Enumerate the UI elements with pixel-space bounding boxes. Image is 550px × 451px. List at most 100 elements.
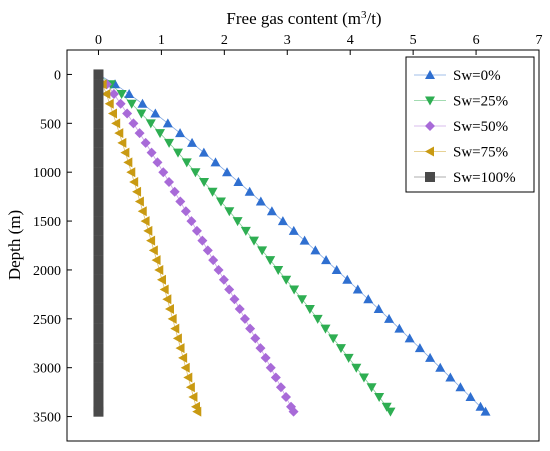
data-point bbox=[224, 207, 235, 217]
y-tick-label: 3000 bbox=[33, 362, 61, 377]
y-tick-label: 1000 bbox=[33, 166, 61, 181]
data-point bbox=[93, 108, 104, 119]
data-point bbox=[222, 167, 233, 177]
data-point bbox=[93, 382, 104, 393]
data-point bbox=[404, 333, 415, 343]
data-point bbox=[93, 157, 104, 168]
data-point bbox=[93, 196, 104, 207]
data-point bbox=[455, 382, 466, 392]
data-point bbox=[101, 88, 111, 99]
data-point bbox=[169, 186, 180, 197]
data-point bbox=[289, 285, 300, 295]
data-point bbox=[260, 352, 271, 363]
series-line bbox=[98, 74, 198, 412]
y-tick-label: 500 bbox=[40, 117, 61, 132]
data-point bbox=[343, 353, 354, 363]
series-4 bbox=[93, 69, 202, 417]
data-point bbox=[93, 313, 104, 324]
data-point bbox=[213, 264, 224, 275]
data-point bbox=[475, 401, 486, 411]
data-point bbox=[266, 206, 277, 216]
data-point bbox=[93, 352, 104, 363]
data-point bbox=[244, 186, 255, 196]
x-tick-label: 2 bbox=[221, 33, 228, 48]
data-point bbox=[224, 284, 235, 295]
data-point bbox=[385, 407, 396, 417]
data-point bbox=[297, 295, 308, 305]
data-point bbox=[93, 128, 104, 139]
data-point bbox=[164, 138, 175, 148]
data-point bbox=[197, 235, 208, 246]
data-point bbox=[93, 186, 104, 197]
series-line bbox=[98, 74, 391, 412]
data-point bbox=[198, 147, 209, 157]
data-point bbox=[229, 294, 240, 305]
data-point bbox=[93, 294, 104, 305]
data-point bbox=[210, 157, 221, 167]
x-tick-label: 6 bbox=[473, 33, 480, 48]
x-tick-label: 1 bbox=[158, 33, 165, 48]
data-point bbox=[115, 98, 126, 109]
data-point bbox=[394, 323, 405, 333]
data-point bbox=[192, 406, 202, 417]
data-point bbox=[117, 137, 127, 148]
y-tick-label: 2000 bbox=[33, 264, 61, 279]
legend-label: Sw=100% bbox=[453, 170, 516, 186]
data-point bbox=[240, 226, 251, 236]
data-point bbox=[270, 372, 281, 383]
data-point bbox=[145, 119, 156, 129]
data-point bbox=[134, 196, 144, 207]
data-point bbox=[312, 314, 323, 324]
data-point bbox=[207, 187, 218, 197]
data-point bbox=[111, 118, 121, 129]
data-point bbox=[180, 206, 191, 217]
data-point bbox=[154, 264, 164, 275]
data-point bbox=[331, 264, 342, 274]
x-axis: 0 1 2 3 4 5 6 7 bbox=[95, 33, 543, 55]
data-point bbox=[233, 176, 244, 186]
data-point bbox=[155, 129, 166, 139]
data-point bbox=[93, 98, 104, 109]
data-point bbox=[93, 406, 104, 417]
data-point bbox=[123, 157, 133, 168]
data-point bbox=[208, 255, 219, 266]
data-point bbox=[126, 99, 137, 109]
series-3 bbox=[93, 69, 299, 417]
data-point bbox=[321, 255, 332, 265]
data-point bbox=[172, 333, 182, 344]
series-1 bbox=[93, 69, 491, 416]
data-point bbox=[107, 108, 117, 119]
data-point bbox=[146, 147, 157, 158]
data-point bbox=[299, 235, 310, 245]
x-tick-label: 5 bbox=[410, 33, 417, 48]
data-point bbox=[288, 225, 299, 235]
data-point bbox=[93, 255, 104, 266]
data-point bbox=[304, 305, 315, 315]
data-point bbox=[93, 88, 104, 99]
data-point bbox=[465, 392, 476, 402]
plot-frame bbox=[66, 49, 540, 442]
data-point bbox=[175, 128, 186, 138]
data-point bbox=[250, 333, 261, 344]
data-point bbox=[156, 274, 166, 285]
data-point bbox=[352, 284, 363, 294]
x-tick-label: 4 bbox=[347, 33, 354, 48]
data-point bbox=[93, 372, 104, 383]
data-point bbox=[320, 324, 331, 334]
data-point bbox=[93, 137, 104, 148]
data-point bbox=[93, 225, 104, 236]
data-point bbox=[374, 393, 385, 403]
data-point bbox=[93, 264, 104, 275]
data-point bbox=[93, 69, 104, 80]
data-point bbox=[257, 246, 268, 256]
data-point bbox=[191, 225, 202, 236]
data-point bbox=[164, 176, 175, 187]
data-point bbox=[265, 256, 276, 266]
data-point bbox=[162, 294, 172, 305]
data-point bbox=[93, 343, 104, 354]
y-tick-label: 2500 bbox=[33, 313, 61, 328]
data-point bbox=[249, 236, 260, 246]
data-point bbox=[140, 137, 151, 148]
data-point bbox=[143, 225, 153, 236]
